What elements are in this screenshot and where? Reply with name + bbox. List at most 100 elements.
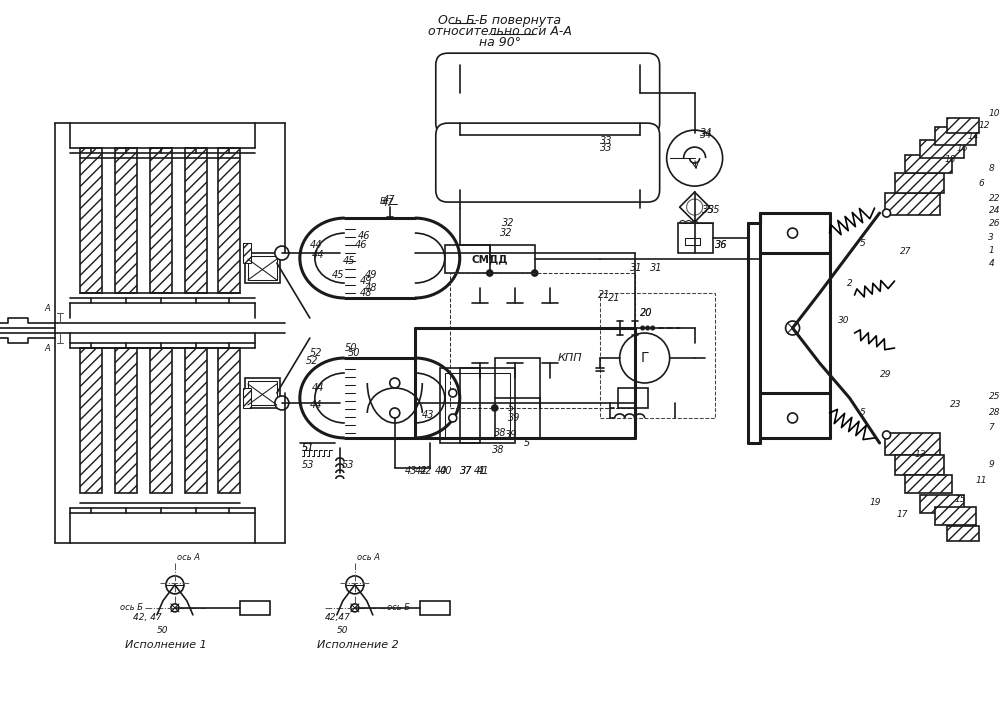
Text: 15: 15 xyxy=(954,496,966,504)
Circle shape xyxy=(532,270,538,276)
Bar xyxy=(80,348,102,493)
Text: 8: 8 xyxy=(988,163,994,173)
Circle shape xyxy=(449,389,457,397)
Text: 50: 50 xyxy=(157,626,168,635)
Bar xyxy=(115,348,137,493)
Text: 44: 44 xyxy=(310,400,322,410)
Text: 43: 43 xyxy=(422,410,434,420)
Text: 51: 51 xyxy=(302,443,314,453)
Text: 44: 44 xyxy=(310,240,322,250)
Text: 46: 46 xyxy=(355,240,367,250)
Text: 34: 34 xyxy=(700,128,712,138)
Text: 42: 42 xyxy=(420,466,432,476)
Bar xyxy=(905,475,952,493)
Text: 27: 27 xyxy=(900,247,911,255)
Bar xyxy=(935,127,976,145)
Text: 9: 9 xyxy=(988,461,994,469)
Text: 30: 30 xyxy=(838,316,849,324)
Bar xyxy=(150,348,172,493)
Text: А: А xyxy=(44,304,50,312)
Circle shape xyxy=(883,431,891,439)
Bar xyxy=(150,148,172,293)
Text: 37: 37 xyxy=(460,466,472,476)
Circle shape xyxy=(641,326,645,330)
Text: 10: 10 xyxy=(988,108,1000,118)
Text: 49: 49 xyxy=(365,270,377,280)
Text: Г: Г xyxy=(640,351,649,365)
Text: 44: 44 xyxy=(312,383,324,393)
Bar xyxy=(440,368,515,443)
Bar xyxy=(600,293,715,418)
Text: Исполнение 2: Исполнение 2 xyxy=(317,640,399,650)
Text: СМДД: СМДД xyxy=(471,254,508,264)
Text: 20: 20 xyxy=(640,308,652,318)
Text: ось Б: ось Б xyxy=(120,603,143,612)
Text: 50: 50 xyxy=(337,626,348,635)
Bar xyxy=(218,348,240,493)
Text: 37: 37 xyxy=(460,466,472,476)
Text: 2: 2 xyxy=(847,279,852,287)
Text: 48: 48 xyxy=(360,288,372,298)
Bar xyxy=(895,173,944,193)
Text: 21: 21 xyxy=(608,293,620,303)
Bar xyxy=(450,273,635,408)
Text: 36: 36 xyxy=(715,240,727,250)
Text: ось А: ось А xyxy=(177,553,200,563)
Text: 42,47: 42,47 xyxy=(325,613,351,622)
Text: 20: 20 xyxy=(640,308,652,318)
Circle shape xyxy=(351,604,359,612)
Text: А: А xyxy=(44,344,50,352)
Text: ось Б: ось Б xyxy=(387,603,410,612)
Circle shape xyxy=(275,246,289,260)
Text: Исполнение 1: Исполнение 1 xyxy=(125,640,207,650)
Text: 12: 12 xyxy=(978,120,990,130)
Bar xyxy=(243,243,251,263)
Text: 50: 50 xyxy=(345,343,357,353)
Bar xyxy=(245,253,280,283)
Text: 33: 33 xyxy=(600,136,612,146)
Circle shape xyxy=(390,378,400,388)
Text: 3: 3 xyxy=(988,232,994,242)
Bar xyxy=(920,495,964,513)
Circle shape xyxy=(651,326,655,330)
Text: 43: 43 xyxy=(405,466,417,476)
Text: ось А: ось А xyxy=(357,553,380,563)
Text: 51: 51 xyxy=(302,443,314,453)
Text: 17: 17 xyxy=(897,511,908,519)
Bar xyxy=(895,455,944,475)
Text: 53: 53 xyxy=(302,460,314,470)
Circle shape xyxy=(275,396,289,410)
Bar xyxy=(185,348,207,493)
Bar xyxy=(947,118,979,133)
Circle shape xyxy=(667,130,723,186)
Text: 13: 13 xyxy=(915,451,926,459)
Text: 39: 39 xyxy=(508,413,520,423)
Bar xyxy=(420,601,450,615)
Text: 14: 14 xyxy=(967,132,979,140)
Circle shape xyxy=(788,228,798,238)
Bar xyxy=(947,526,979,541)
Text: на 90°: на 90° xyxy=(479,36,521,48)
Text: относительно оси А-А: относительно оси А-А xyxy=(428,25,572,38)
Text: 18: 18 xyxy=(944,155,956,163)
Bar xyxy=(935,507,976,525)
Circle shape xyxy=(492,405,498,411)
Text: 39: 39 xyxy=(505,430,517,440)
Bar xyxy=(80,148,102,293)
Bar xyxy=(920,140,964,158)
Text: 22: 22 xyxy=(988,194,1000,202)
Text: 26: 26 xyxy=(988,219,1000,227)
Text: 28: 28 xyxy=(988,409,1000,418)
Text: 23: 23 xyxy=(949,401,961,409)
Text: 34: 34 xyxy=(700,130,712,140)
Text: 40: 40 xyxy=(435,466,447,476)
Text: 48: 48 xyxy=(365,283,377,293)
Text: 52: 52 xyxy=(306,356,318,366)
Bar xyxy=(248,381,277,405)
Text: 47: 47 xyxy=(383,195,395,205)
Circle shape xyxy=(346,576,364,594)
Text: 41: 41 xyxy=(474,466,486,476)
Circle shape xyxy=(171,604,179,612)
Bar xyxy=(885,193,940,215)
Text: 42, 47: 42, 47 xyxy=(133,613,162,622)
